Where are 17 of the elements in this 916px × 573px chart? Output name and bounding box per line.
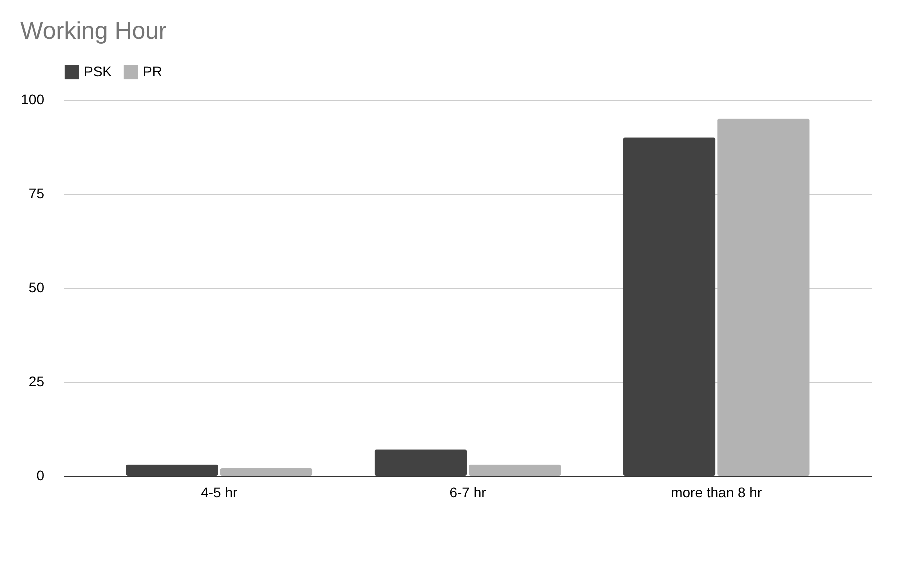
bar: [718, 118, 810, 476]
y-tick-label: 75: [28, 186, 45, 202]
legend-label: PR: [143, 63, 162, 80]
y-tick-label: 25: [28, 374, 45, 390]
x-tick-label: 6-7 hr: [450, 484, 487, 500]
y-tick-label: 0: [36, 468, 45, 484]
bar: [220, 468, 313, 476]
y-tick-label: 50: [28, 280, 45, 296]
chart-title: Working Hour: [20, 18, 167, 45]
bar: [623, 138, 716, 476]
bar: [468, 464, 562, 476]
bar: [374, 450, 468, 476]
x-tick-label: 4-5 hr: [201, 484, 238, 500]
bar: [126, 464, 218, 476]
x-tick-label: more than 8 hr: [671, 484, 762, 500]
y-tick-label: 100: [21, 92, 45, 108]
legend-label: PSK: [84, 63, 113, 80]
